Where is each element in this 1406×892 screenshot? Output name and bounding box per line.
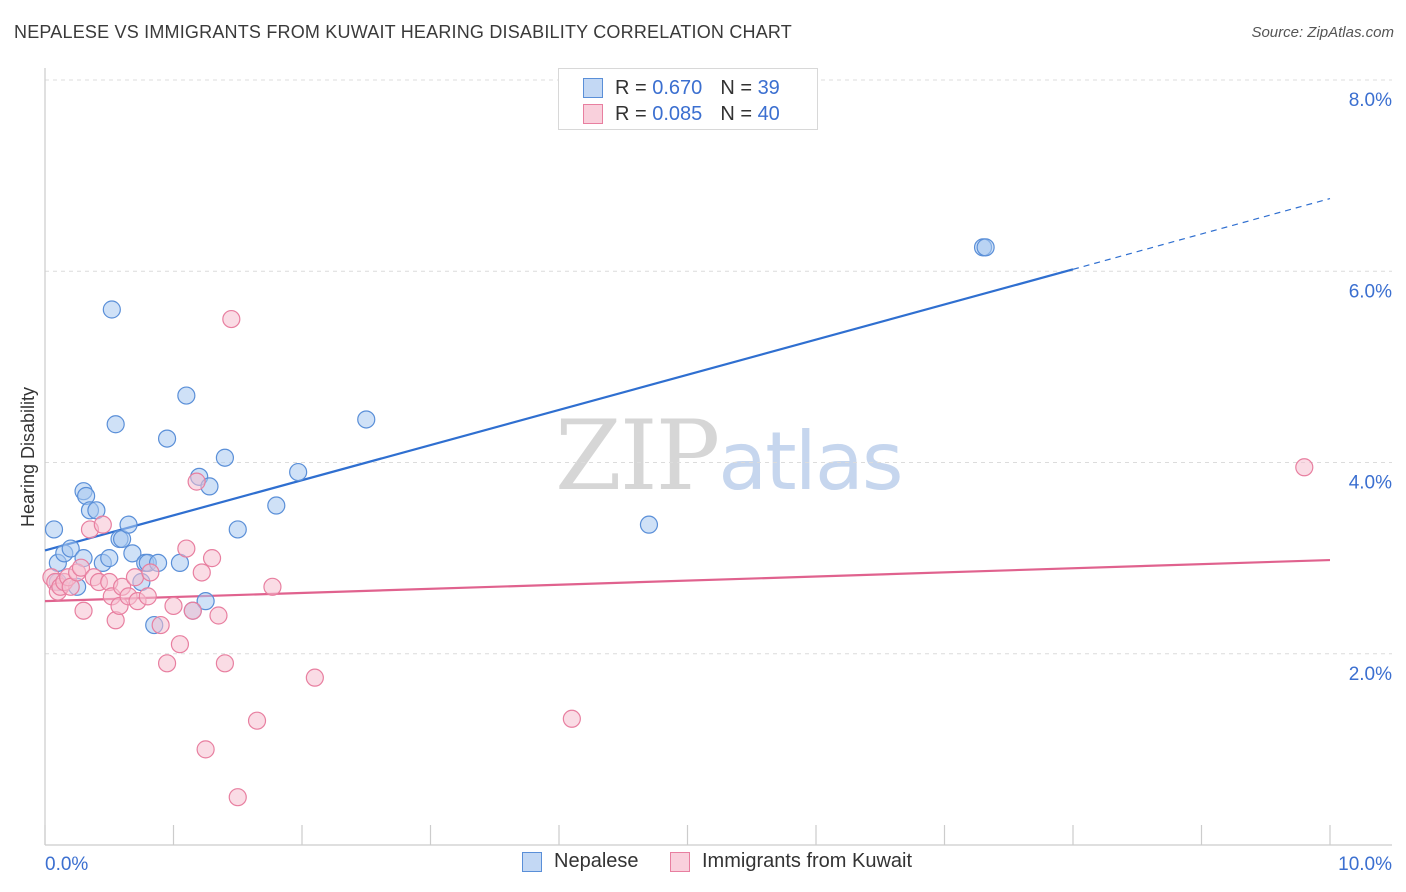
point-kuwait: [215, 654, 234, 673]
r-value: 0.670: [652, 76, 703, 99]
axes: [44, 68, 1392, 846]
y-tick-label: 4.0%: [1349, 473, 1392, 494]
point-kuwait: [562, 709, 581, 728]
point-kuwait: [151, 615, 170, 635]
point-nepalese: [102, 300, 121, 319]
point-nepalese: [119, 515, 138, 534]
point-kuwait: [209, 606, 228, 625]
point-kuwait: [71, 558, 91, 577]
x-tick-label: 10.0%: [1338, 854, 1392, 875]
kuwait-swatch: [583, 104, 603, 124]
source-label: Source: ZipAtlas.com: [1251, 24, 1394, 41]
y-axis-label: Hearing Disability: [18, 387, 38, 527]
point-nepalese: [61, 539, 80, 558]
n-label: N =: [720, 102, 752, 125]
point-kuwait: [202, 549, 222, 568]
point-nepalese: [976, 238, 995, 257]
stats-legend: R = 0.670 N = 39 R = 0.085 N = 40: [558, 68, 818, 130]
r-label: R =: [615, 102, 647, 125]
point-nepalese: [196, 592, 215, 611]
point-kuwait: [305, 668, 324, 687]
legend-swatch-kuwait: [670, 851, 690, 872]
trend-line-nepalese: [44, 268, 1074, 552]
trend-line-kuwait: [44, 558, 1331, 603]
watermark-zip: ZIP: [555, 400, 720, 512]
tick-labels: 2.0% 4.0% 6.0% 8.0% 0.0% 10.0% Hearing Disabil…: [18, 90, 1392, 875]
r-label: R =: [615, 76, 647, 99]
y-tick-label: 2.0%: [1349, 664, 1392, 685]
nepalese-swatch: [583, 78, 603, 98]
point-kuwait: [1295, 458, 1314, 477]
stats-row-nepalese: R = 0.670 N = 39: [583, 75, 780, 101]
watermark: ZIPatlas: [555, 400, 904, 512]
point-kuwait: [157, 654, 177, 673]
point-nepalese: [289, 462, 308, 482]
point-kuwait: [125, 568, 145, 587]
legend-item-kuwait: Immigrants from Kuwait: [670, 850, 912, 873]
point-kuwait: [263, 577, 282, 596]
n-label: N =: [720, 76, 752, 99]
point-kuwait: [196, 740, 215, 759]
chart-title: NEPALESE VS IMMIGRANTS FROM KUWAIT HEARI…: [14, 22, 792, 42]
point-kuwait: [228, 788, 247, 807]
point-kuwait: [164, 596, 183, 616]
point-nepalese: [228, 520, 247, 539]
point-nepalese: [267, 496, 286, 515]
point-nepalese: [215, 448, 234, 467]
r-value: 0.085: [652, 102, 703, 125]
n-value: 39: [757, 76, 780, 99]
point-kuwait: [192, 563, 211, 582]
stats-row-kuwait: R = 0.085 N = 40: [583, 101, 780, 127]
point-kuwait: [222, 309, 241, 329]
point-nepalese: [157, 429, 177, 448]
point-nepalese: [44, 520, 64, 539]
legend-label-nepalese: Nepalese: [554, 850, 639, 872]
point-nepalese: [106, 415, 125, 434]
trend-lines: [44, 197, 1331, 603]
legend-item-nepalese: Nepalese: [522, 850, 639, 873]
watermark-atlas: atlas: [718, 415, 903, 508]
data-points: [42, 238, 1314, 807]
legend-label-kuwait: Immigrants from Kuwait: [702, 850, 913, 872]
y-tick-label: 8.0%: [1349, 90, 1392, 111]
point-kuwait: [141, 563, 160, 582]
point-kuwait: [74, 601, 93, 620]
legend-swatch-nepalese: [522, 851, 542, 872]
point-kuwait: [170, 635, 190, 654]
n-value: 40: [757, 102, 780, 125]
point-kuwait: [93, 515, 112, 534]
point-nepalese: [177, 386, 196, 405]
point-kuwait: [187, 472, 206, 491]
y-tick-label: 6.0%: [1349, 281, 1392, 302]
point-kuwait: [177, 539, 196, 558]
trend-extension-nepalese: [1072, 197, 1331, 270]
point-nepalese: [100, 549, 119, 568]
x-tick-label: 0.0%: [45, 854, 88, 875]
point-kuwait: [138, 587, 157, 606]
point-nepalese: [123, 544, 142, 563]
series-legend: Nepalese Immigrants from Kuwait: [0, 850, 1406, 878]
point-kuwait: [183, 601, 202, 620]
point-kuwait: [247, 711, 267, 730]
point-nepalese: [639, 515, 659, 534]
point-nepalese: [357, 410, 376, 429]
